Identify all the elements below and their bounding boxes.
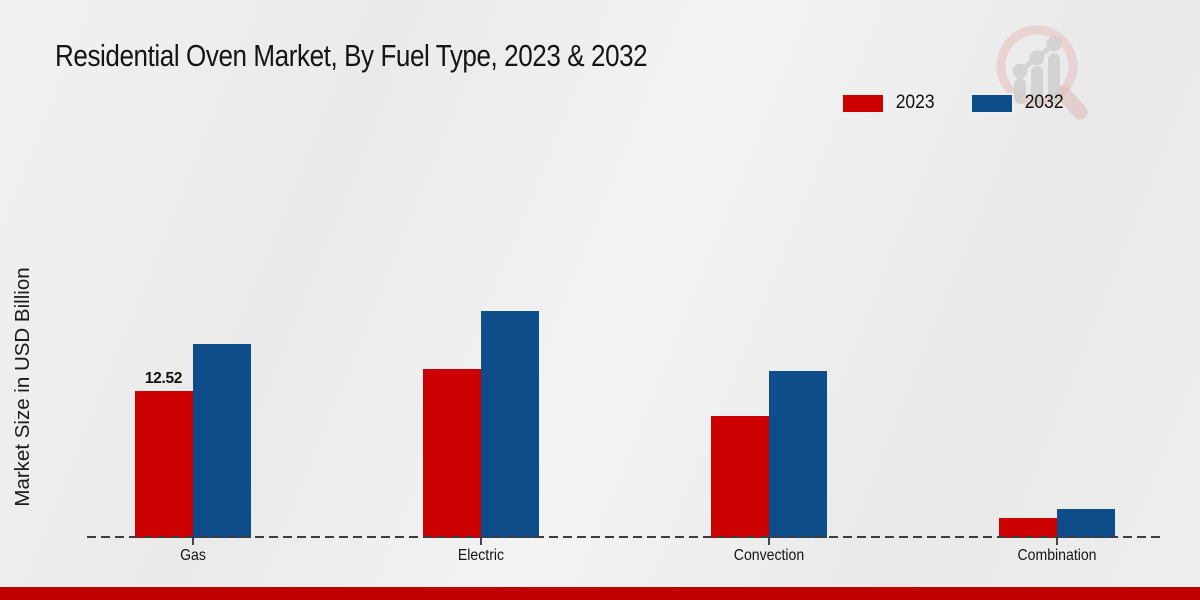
legend-swatch-2023: [843, 94, 883, 112]
category-label-combination: Combination: [1017, 547, 1097, 564]
x-axis-tick-electric: [479, 538, 482, 545]
category-label-gas: Gas: [179, 547, 206, 564]
bar-2023-electric: [422, 368, 481, 538]
category-label-electric: Electric: [457, 547, 504, 564]
bar-2032-combination: [1057, 508, 1115, 538]
category-label-convection: Convection: [733, 547, 804, 564]
bar-2032-electric: [480, 311, 539, 538]
footer-accent-bar: [0, 587, 1200, 600]
legend-label-2023: 2023: [895, 92, 935, 113]
x-axis-tick-convection: [767, 538, 770, 545]
bar-2032-gas: [192, 344, 251, 538]
x-axis-dashed-baseline: [87, 536, 1163, 538]
x-axis-tick-gas: [191, 538, 194, 545]
legend: 2023 2032: [843, 92, 1066, 114]
x-axis-tick-combination: [1056, 538, 1058, 545]
legend-item-2023: 2023: [843, 92, 936, 114]
legend-item-2032: 2032: [972, 92, 1065, 114]
legend-swatch-2032: [972, 94, 1013, 112]
legend-label-2032: 2032: [1024, 92, 1064, 113]
chart-title: Residential Oven Market, By Fuel Type, 2…: [55, 38, 648, 73]
bar-value-label-2023-gas: 12.52: [144, 370, 183, 387]
bar-2032-convection: [768, 371, 827, 538]
bar-2023-convection: [710, 415, 769, 538]
magnifier-chart-watermark-icon: [996, 25, 1088, 120]
y-axis-label: Market Size in USD Billion: [11, 267, 34, 507]
bar-2023-combination: [999, 518, 1057, 538]
bar-2023-gas: [134, 391, 193, 538]
